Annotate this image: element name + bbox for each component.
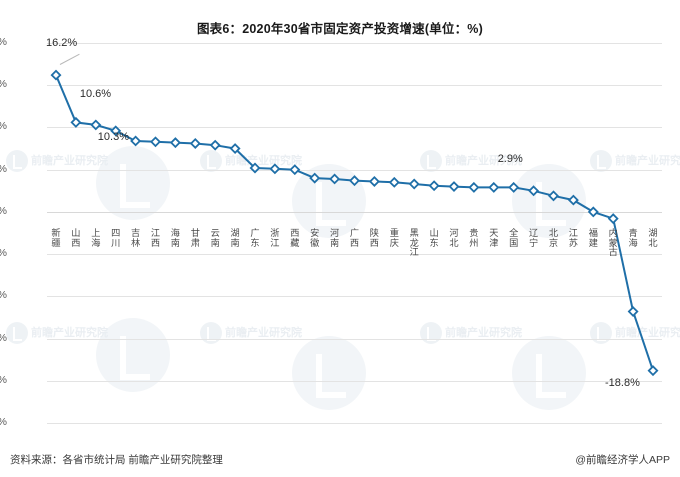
x-axis-tick-label: 河北 xyxy=(449,228,459,248)
data-point-value-label: 2.9% xyxy=(497,153,523,166)
line-series xyxy=(50,69,659,377)
data-point-marker[interactable] xyxy=(488,181,500,193)
series-line xyxy=(55,74,654,371)
x-axis-tick-label: 湖南 xyxy=(230,228,240,248)
gridline xyxy=(47,169,662,171)
x-axis-tick-label: 甘肃 xyxy=(190,228,200,248)
gridline xyxy=(47,211,662,213)
y-axis-tick-label: -10% xyxy=(0,289,7,301)
x-axis-tick-label: 山西 xyxy=(71,228,81,248)
x-axis-tick-label: 江苏 xyxy=(568,228,578,248)
x-axis-tick-label: 黑龙江 xyxy=(409,228,419,258)
x-axis-tick-label: 重庆 xyxy=(389,228,399,248)
data-point-marker[interactable] xyxy=(189,138,201,149)
data-point-value-label: -18.8% xyxy=(605,376,640,389)
gridline xyxy=(47,380,662,382)
x-axis-tick-label: 广西 xyxy=(349,228,360,248)
x-axis-tick-label: 湖北 xyxy=(648,228,658,248)
x-axis-tick-label: 贵州 xyxy=(469,228,479,248)
data-point-marker[interactable] xyxy=(428,180,440,192)
gridline xyxy=(47,127,662,129)
data-point-marker[interactable] xyxy=(448,181,460,193)
x-axis-tick-label: 福建 xyxy=(588,228,598,248)
data-point-marker[interactable] xyxy=(269,163,281,175)
data-point-marker[interactable] xyxy=(548,190,559,202)
data-point-marker[interactable] xyxy=(229,143,241,155)
gridline xyxy=(47,85,662,87)
x-axis-tick-label: 吉林 xyxy=(131,228,141,248)
x-axis-tick-label: 西藏 xyxy=(290,228,300,248)
x-axis-tick-label: 山东 xyxy=(429,228,439,248)
gridline xyxy=(47,423,662,424)
y-axis-tick-label: -5% xyxy=(0,247,7,259)
watermark-icon xyxy=(6,150,28,172)
y-axis-tick-label: -20% xyxy=(0,374,7,386)
data-point-marker[interactable] xyxy=(408,178,420,190)
data-point-marker[interactable] xyxy=(349,175,360,187)
gridline xyxy=(47,338,662,340)
data-point-marker[interactable] xyxy=(468,181,480,193)
x-axis-tick-label: 上海 xyxy=(91,228,101,248)
data-point-marker[interactable] xyxy=(150,136,161,148)
source-note: 资料来源：各省市统计局 前瞻产业研究院整理 xyxy=(10,454,223,466)
x-axis-tick-label: 海南 xyxy=(170,228,180,248)
y-axis-tick-label: 15% xyxy=(0,78,7,90)
data-point-marker[interactable] xyxy=(647,365,659,377)
data-point-marker[interactable] xyxy=(567,194,579,206)
data-point-marker[interactable] xyxy=(607,213,619,225)
data-point-marker[interactable] xyxy=(587,206,599,218)
plot-area: 20% 15% 10% 5% 0% -5% -10% -15% -20% -25% 16.2% 10… xyxy=(0,36,662,428)
data-point-marker[interactable] xyxy=(368,176,380,187)
data-point-marker[interactable] xyxy=(90,119,102,131)
data-point-marker[interactable] xyxy=(209,139,221,151)
x-axis-tick-label: 辽宁 xyxy=(529,228,539,248)
data-point-marker[interactable] xyxy=(50,69,62,81)
x-axis-tick-label: 新疆 xyxy=(51,228,61,248)
y-axis-tick-label: 20% xyxy=(0,36,7,48)
data-point-marker[interactable] xyxy=(110,125,122,137)
x-axis-tick-label: 浙江 xyxy=(270,228,280,248)
data-point-marker[interactable] xyxy=(309,172,321,184)
data-point-marker[interactable] xyxy=(329,173,341,185)
watermark-icon xyxy=(6,322,28,344)
x-axis-tick-label: 北京 xyxy=(548,228,559,248)
data-point-marker[interactable] xyxy=(289,164,301,176)
chart-title: 图表6：2020年30省市固定资产投资增速(单位：%) xyxy=(196,22,483,36)
data-point-value-label: 10.6% xyxy=(79,88,112,101)
x-axis-tick-label: 广东 xyxy=(250,228,260,248)
x-axis-tick-label: 陕西 xyxy=(369,228,379,248)
gridline xyxy=(47,296,662,298)
data-point-marker[interactable] xyxy=(130,135,142,147)
y-axis-tick-label: 0% xyxy=(0,205,7,217)
account-note: @前瞻经济学人APP xyxy=(575,454,670,466)
y-axis-tick-label: 10% xyxy=(0,120,7,132)
gridline xyxy=(47,254,662,256)
x-axis-labels: 新疆 山西 上海 四川 吉林 江西 海南 甘肃 云南 湖南 广东 浙江 西藏 安徽 河南 广西 陕西 重庆 黑龙江山… xyxy=(47,228,662,299)
y-axis-tick-label: 5% xyxy=(0,163,7,175)
data-point-marker[interactable] xyxy=(528,185,540,197)
x-axis-tick-label: 内蒙古 xyxy=(608,228,618,258)
x-axis-tick-label: 四川 xyxy=(111,228,121,248)
x-axis-tick-label: 全国 xyxy=(509,228,519,248)
x-axis-tick-label: 江西 xyxy=(150,228,161,248)
data-point-marker[interactable] xyxy=(627,306,639,318)
data-point-marker[interactable] xyxy=(169,137,181,149)
y-axis-tick-label: -25% xyxy=(0,416,7,428)
x-axis-tick-label: 云南 xyxy=(210,228,220,248)
y-axis-tick-label: -15% xyxy=(0,332,7,344)
data-point-marker[interactable] xyxy=(508,181,520,193)
data-point-value-label: 16.2% xyxy=(46,37,78,50)
data-point-marker[interactable] xyxy=(70,116,82,128)
x-axis-tick-label: 青海 xyxy=(628,228,638,248)
x-axis-tick-label: 天津 xyxy=(489,228,499,248)
x-axis-tick-label: 安徽 xyxy=(310,228,320,248)
x-axis-tick-label: 河南 xyxy=(330,228,340,248)
data-point-marker[interactable] xyxy=(249,162,261,174)
data-point-value-label: 10.3% xyxy=(97,130,129,143)
gridline xyxy=(47,43,662,44)
data-point-marker[interactable] xyxy=(388,176,400,188)
